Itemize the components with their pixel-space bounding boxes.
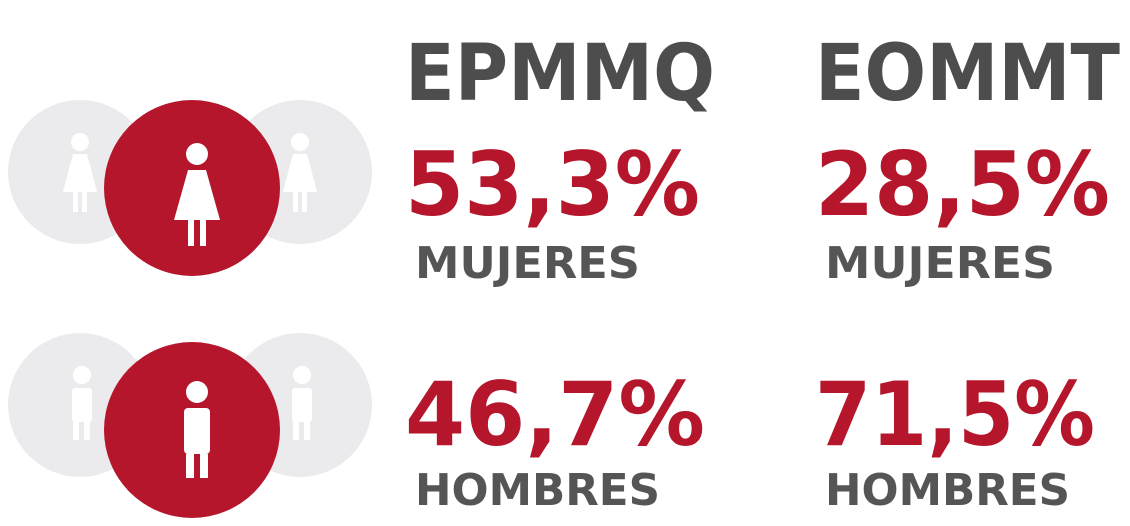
column-title: EPMMQ xyxy=(405,29,715,119)
male-icon xyxy=(8,333,372,518)
gender-label: HOMBRES xyxy=(415,465,660,516)
gender-label: HOMBRES xyxy=(825,465,1070,516)
percentage: 53,3% xyxy=(405,133,700,236)
gender-label: MUJERES xyxy=(825,238,1055,289)
percentage: 28,5% xyxy=(815,133,1110,236)
gender-label: MUJERES xyxy=(415,238,640,289)
percentage: 71,5% xyxy=(815,363,1095,466)
column-title: EOMMT xyxy=(815,29,1120,119)
percentage: 46,7% xyxy=(405,363,705,466)
female-icon xyxy=(8,100,372,276)
